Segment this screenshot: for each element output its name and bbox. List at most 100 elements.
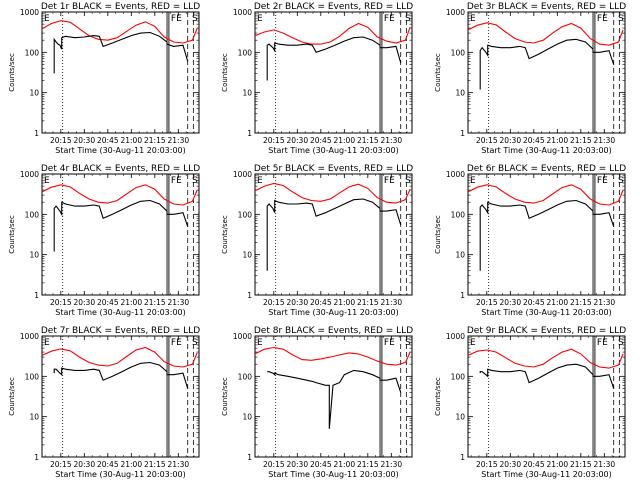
marker-label-s: S	[192, 176, 198, 186]
x-axis-label: Start Time (30-Aug-11 20:03:00)	[481, 470, 612, 479]
x-tick-label: 21:30	[168, 460, 190, 469]
y-tick-label: 1	[247, 291, 252, 300]
y-tick-label: 1	[34, 129, 39, 138]
x-tick-label: 20:45	[523, 460, 545, 469]
marker-label-e: E	[44, 338, 50, 348]
plot-frame	[41, 335, 200, 458]
lld-series-line	[41, 346, 198, 368]
x-tick-label: 21:00	[120, 136, 142, 145]
x-tick-label: 21:15	[357, 298, 379, 307]
chart-panel-4: Det 4r BLACK = Events, RED = LLD 1 10 100 10…	[8, 164, 200, 317]
x-tick-label: 21:30	[381, 136, 403, 145]
x-tick-label: 20:30	[73, 298, 95, 307]
plot-frame	[467, 335, 626, 458]
events-series-line	[479, 363, 615, 389]
y-tick-label: 1	[247, 129, 252, 138]
x-tick-label: 21:00	[546, 136, 568, 145]
chart-panel-9: Det 9r BLACK = Events, RED = LLD 1 10 100 10…	[434, 326, 626, 479]
x-tick-label: 20:45	[523, 298, 545, 307]
x-tick-label: 20:15	[50, 136, 72, 145]
x-tick-label: 21:30	[381, 460, 403, 469]
x-tick-label: 21:30	[168, 298, 190, 307]
chart-panel-7: Det 7r BLACK = Events, RED = LLD 1 10 100 10…	[8, 326, 200, 479]
y-tick-label: 1000	[446, 332, 465, 341]
marker-label-e: E	[257, 176, 263, 186]
chart-panel-3: Det 3r BLACK = Events, RED = LLD 1 10 100 10…	[434, 2, 626, 155]
marker-label-s: S	[618, 338, 624, 348]
y-tick-label: 1000	[20, 332, 39, 341]
y-tick-label: 1000	[446, 170, 465, 179]
marker-label-fe: FE	[597, 14, 608, 24]
marker-label-e: E	[470, 14, 476, 24]
events-series-line	[266, 36, 402, 81]
marker-label-s: S	[618, 176, 624, 186]
lld-series-line	[467, 348, 624, 369]
y-tick-label: 1	[247, 453, 252, 462]
marker-label-e: E	[257, 14, 263, 24]
lld-series-line	[254, 182, 411, 204]
y-tick-label: 1	[460, 453, 465, 462]
y-tick-label: 100	[238, 48, 253, 57]
y-tick-label: 10	[455, 89, 465, 98]
x-tick-label: 20:15	[263, 298, 285, 307]
x-tick-label: 21:15	[144, 460, 166, 469]
plot-frame	[467, 173, 626, 296]
x-tick-label: 20:30	[499, 136, 521, 145]
y-tick-label: 1000	[20, 170, 39, 179]
x-tick-label: 21:15	[144, 136, 166, 145]
x-tick-label: 20:45	[97, 460, 119, 469]
plot-frame	[41, 11, 200, 134]
x-tick-label: 21:30	[594, 136, 616, 145]
y-tick-label: 1000	[233, 332, 252, 341]
x-tick-label: 20:45	[310, 460, 332, 469]
y-axis-label: Counts/sec	[434, 377, 442, 416]
y-axis-label: Counts/sec	[8, 215, 16, 254]
marker-label-fe: FE	[384, 176, 395, 186]
y-tick-label: 1	[34, 453, 39, 462]
chart-panel-5: Det 5r BLACK = Events, RED = LLD 1 10 100 10…	[221, 164, 413, 317]
x-tick-label: 20:15	[263, 136, 285, 145]
marker-label-fe: FE	[597, 176, 608, 186]
x-axis-label: Start Time (30-Aug-11 20:03:00)	[268, 308, 399, 317]
x-axis-label: Start Time (30-Aug-11 20:03:00)	[268, 146, 399, 155]
y-tick-label: 10	[455, 251, 465, 260]
chart-title: Det 9r BLACK = Events, RED = LLD	[467, 326, 626, 336]
y-axis-label: Counts/sec	[434, 215, 442, 254]
x-tick-label: 21:15	[144, 298, 166, 307]
x-axis-label: Start Time (30-Aug-11 20:03:00)	[55, 146, 186, 155]
x-tick-label: 21:15	[570, 298, 592, 307]
y-axis-label: Counts/sec	[8, 53, 16, 92]
marker-label-s: S	[618, 14, 624, 24]
marker-label-fe: FE	[384, 338, 395, 348]
events-series-line	[53, 361, 189, 389]
chart-title: Det 5r BLACK = Events, RED = LLD	[254, 164, 413, 174]
x-tick-label: 20:30	[499, 298, 521, 307]
y-tick-label: 10	[242, 251, 252, 260]
chart-panel-2: Det 2r BLACK = Events, RED = LLD 1 10 100 10…	[221, 2, 413, 155]
y-tick-label: 1000	[446, 8, 465, 17]
events-series-line	[267, 369, 402, 429]
x-tick-label: 21:15	[570, 460, 592, 469]
y-axis-label: Counts/sec	[434, 53, 442, 92]
x-tick-label: 21:00	[333, 460, 355, 469]
chart-title: Det 3r BLACK = Events, RED = LLD	[467, 2, 626, 12]
events-series-line	[479, 199, 615, 271]
marker-label-e: E	[44, 176, 50, 186]
x-tick-label: 20:45	[523, 136, 545, 145]
chart-title: Det 8r BLACK = Events, RED = LLD	[254, 326, 413, 336]
y-tick-label: 100	[451, 210, 466, 219]
x-tick-label: 20:15	[50, 298, 72, 307]
marker-label-fe: FE	[384, 14, 395, 24]
y-tick-label: 100	[25, 48, 40, 57]
chart-panel-8: Det 8r BLACK = Events, RED = LLD 1 10 100 10…	[221, 326, 413, 479]
y-tick-label: 1	[34, 291, 39, 300]
marker-label-e: E	[44, 14, 50, 24]
x-tick-label: 21:30	[594, 298, 616, 307]
y-tick-label: 100	[25, 210, 40, 219]
lld-series-line	[254, 346, 411, 366]
marker-label-s: S	[405, 338, 411, 348]
chart-panel-6: Det 6r BLACK = Events, RED = LLD 1 10 100 10…	[434, 164, 626, 317]
x-tick-label: 21:15	[570, 136, 592, 145]
events-series-line	[53, 199, 189, 252]
